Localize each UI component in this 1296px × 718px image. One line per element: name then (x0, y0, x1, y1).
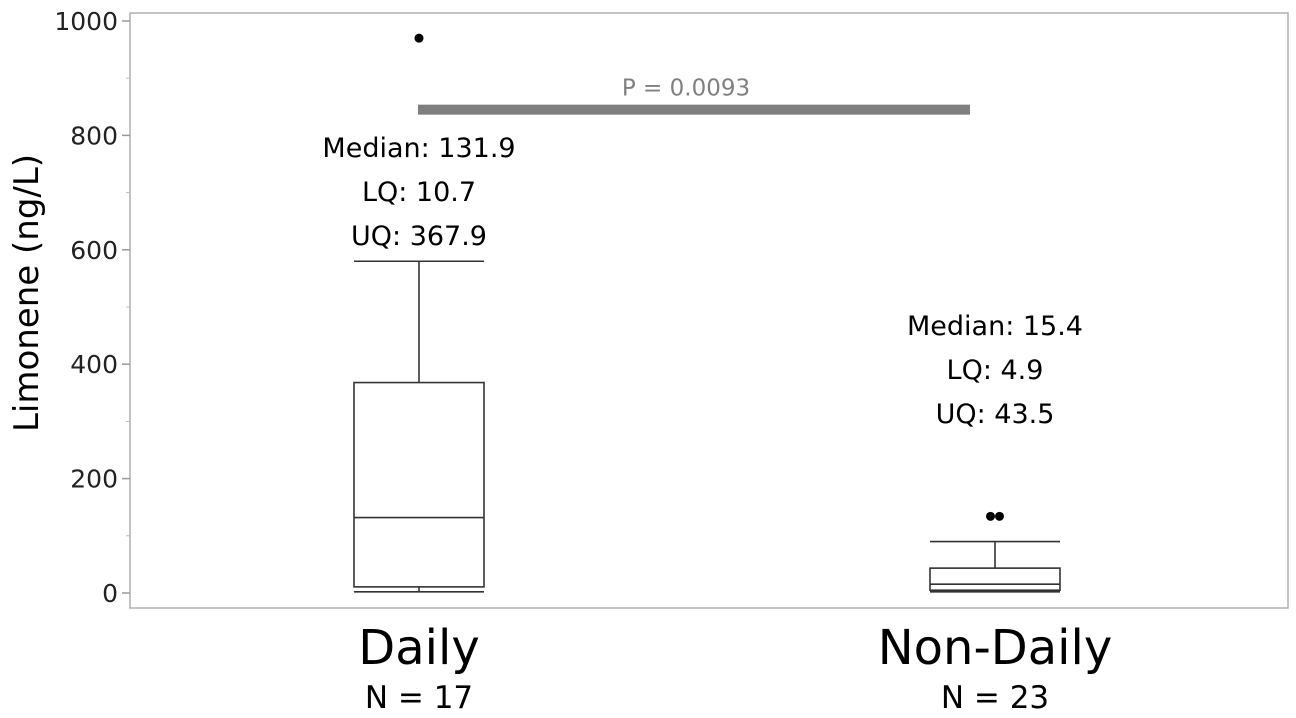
stat-label: LQ: 4.9 (947, 355, 1044, 386)
stat-label: Median: 15.4 (907, 311, 1083, 342)
sample-size-label: N = 23 (941, 680, 1049, 716)
stat-label: UQ: 43.5 (936, 399, 1055, 430)
comparison-bracket: P = 0.0093 (418, 76, 970, 115)
stat-label: LQ: 10.7 (362, 177, 476, 208)
stat-label: UQ: 367.9 (351, 221, 487, 252)
y-tick-label: 600 (70, 236, 118, 265)
significance-bar (418, 104, 970, 115)
y-tick-label: 400 (70, 350, 118, 379)
y-axis: 0 200 400 600 800 1000 (54, 7, 130, 608)
group-labels: Median: 131.9 LQ: 10.7 UQ: 367.9 Daily N = 1… (322, 133, 1112, 716)
stat-label: Median: 131.9 (322, 133, 515, 164)
box-plots (353, 33, 1061, 593)
sample-size-label: N = 17 (365, 680, 473, 716)
y-tick-label: 1000 (54, 7, 118, 36)
outlier-point (414, 33, 424, 43)
iqr-box (353, 381, 485, 588)
y-tick-label: 200 (70, 465, 118, 494)
y-tick-label: 0 (102, 579, 118, 608)
y-axis-title: Limonene (ng/L) (7, 154, 47, 432)
category-label: Non-Daily (878, 620, 1112, 676)
y-tick-label: 800 (70, 121, 118, 150)
p-value-label: P = 0.0093 (622, 76, 750, 102)
iqr-box (929, 567, 1061, 591)
outlier-point (986, 511, 995, 521)
plot-frame (129, 12, 1289, 609)
category-label: Daily (358, 620, 479, 676)
outlier-point (995, 511, 1004, 521)
